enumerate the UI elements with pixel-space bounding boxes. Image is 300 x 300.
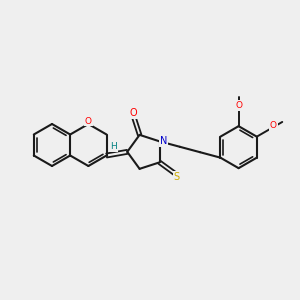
Text: H: H bbox=[110, 142, 117, 151]
Text: O: O bbox=[85, 116, 92, 125]
Text: O: O bbox=[270, 121, 277, 130]
Text: O: O bbox=[235, 101, 242, 110]
Text: S: S bbox=[173, 172, 180, 182]
Text: N: N bbox=[160, 136, 167, 146]
Text: O: O bbox=[129, 108, 137, 118]
